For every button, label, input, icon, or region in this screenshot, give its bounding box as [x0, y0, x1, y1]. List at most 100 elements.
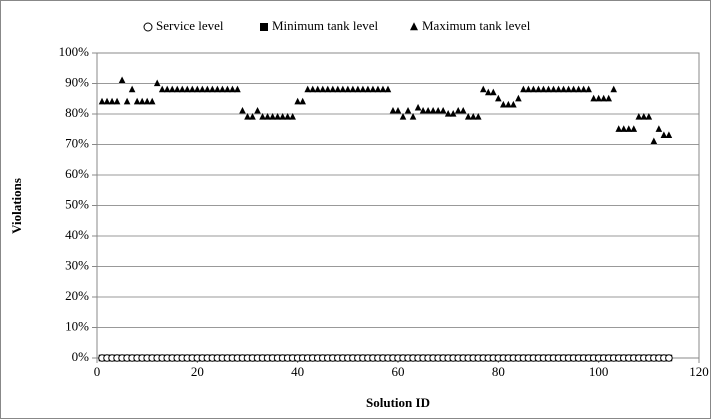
point-triangle	[485, 88, 492, 96]
point-triangle	[158, 85, 166, 93]
point-triangle	[349, 85, 357, 93]
point-triangle	[459, 106, 467, 114]
point-triangle	[178, 85, 186, 93]
y-tick-label: 80%	[65, 105, 89, 120]
point-triangle	[329, 85, 337, 93]
point-triangle	[424, 106, 432, 114]
point-triangle	[434, 106, 442, 114]
point-triangle	[299, 97, 306, 105]
point-triangle	[304, 85, 311, 93]
legend-label: Minimum tank level	[272, 18, 379, 33]
point-triangle	[444, 110, 452, 117]
legend-marker	[143, 22, 153, 32]
y-tick-label: 20%	[65, 288, 89, 303]
point-triangle	[474, 113, 482, 120]
point-triangle	[269, 113, 276, 120]
point-triangle	[173, 85, 181, 93]
point-triangle	[279, 113, 286, 120]
x-tick-label: 80	[492, 364, 505, 379]
point-triangle	[404, 106, 412, 114]
point-triangle	[294, 97, 301, 105]
point-triangle	[249, 113, 256, 120]
point-triangle	[555, 85, 562, 93]
point-triangle	[374, 85, 382, 93]
point-triangle	[625, 125, 633, 132]
y-tick-label: 30%	[65, 257, 89, 272]
point-triangle	[565, 85, 572, 93]
point-triangle	[399, 113, 407, 120]
y-tick-label: 100%	[59, 44, 90, 59]
point-triangle	[229, 85, 236, 93]
point-triangle	[113, 97, 121, 105]
point-triangle	[550, 85, 557, 93]
point-triangle	[153, 79, 161, 87]
point-triangle	[369, 85, 377, 93]
point-triangle	[284, 113, 291, 120]
point-triangle	[244, 113, 251, 120]
point-triangle	[354, 85, 362, 93]
point-triangle	[615, 125, 623, 132]
point-triangle	[214, 85, 221, 93]
y-tick-label: 70%	[65, 135, 89, 150]
point-triangle	[274, 113, 281, 120]
point-triangle	[469, 113, 477, 120]
point-triangle	[540, 85, 547, 93]
point-triangle	[123, 97, 131, 105]
point-triangle	[163, 85, 171, 93]
x-axis-label: Solution ID	[366, 395, 430, 410]
y-axis-label: Violations	[9, 178, 24, 234]
point-triangle	[389, 106, 397, 114]
point-triangle	[209, 85, 216, 93]
point-triangle	[384, 85, 392, 93]
point-triangle	[168, 85, 176, 93]
point-triangle	[128, 85, 136, 93]
x-tick-label: 0	[94, 364, 101, 379]
point-triangle	[204, 85, 211, 93]
point-triangle	[454, 106, 462, 114]
legend-label: Service level	[156, 18, 224, 33]
point-triangle	[520, 85, 527, 93]
point-triangle	[199, 85, 206, 93]
point-triangle	[359, 85, 367, 93]
point-triangle	[650, 137, 658, 145]
point-triangle	[585, 85, 592, 93]
point-triangle	[219, 85, 226, 93]
point-triangle	[324, 85, 332, 93]
point-triangle	[545, 85, 552, 93]
legend-label: Maximum tank level	[422, 18, 531, 33]
point-triangle	[570, 85, 577, 93]
y-tick-label: 10%	[65, 318, 89, 333]
y-tick-label: 90%	[65, 74, 89, 89]
point-triangle	[138, 97, 146, 105]
point-triangle	[535, 85, 542, 93]
point-triangle	[339, 85, 347, 93]
point-triangle	[575, 85, 582, 93]
point-triangle	[560, 85, 567, 93]
point-triangle	[630, 125, 638, 132]
x-tick-label: 60	[392, 364, 405, 379]
legend-marker	[260, 23, 268, 31]
point-triangle	[580, 85, 587, 93]
point-triangle	[515, 94, 522, 102]
point-triangle	[479, 85, 487, 93]
point-triangle	[364, 85, 372, 93]
y-tick-label: 50%	[65, 196, 89, 211]
y-tick-label: 60%	[65, 166, 89, 181]
point-triangle	[259, 113, 266, 120]
y-tick-label: 0%	[72, 349, 90, 364]
point-triangle	[319, 85, 327, 93]
point-triangle	[505, 100, 512, 108]
point-triangle	[464, 113, 472, 120]
point-triangle	[314, 85, 322, 93]
point-triangle	[409, 113, 417, 120]
point-triangle	[184, 85, 191, 93]
point-triangle	[419, 106, 427, 114]
point-triangle	[600, 94, 607, 102]
legend-marker	[410, 22, 418, 31]
point-triangle	[148, 97, 156, 105]
point-triangle	[309, 85, 317, 93]
point-triangle	[103, 97, 111, 105]
x-tick-label: 100	[589, 364, 609, 379]
